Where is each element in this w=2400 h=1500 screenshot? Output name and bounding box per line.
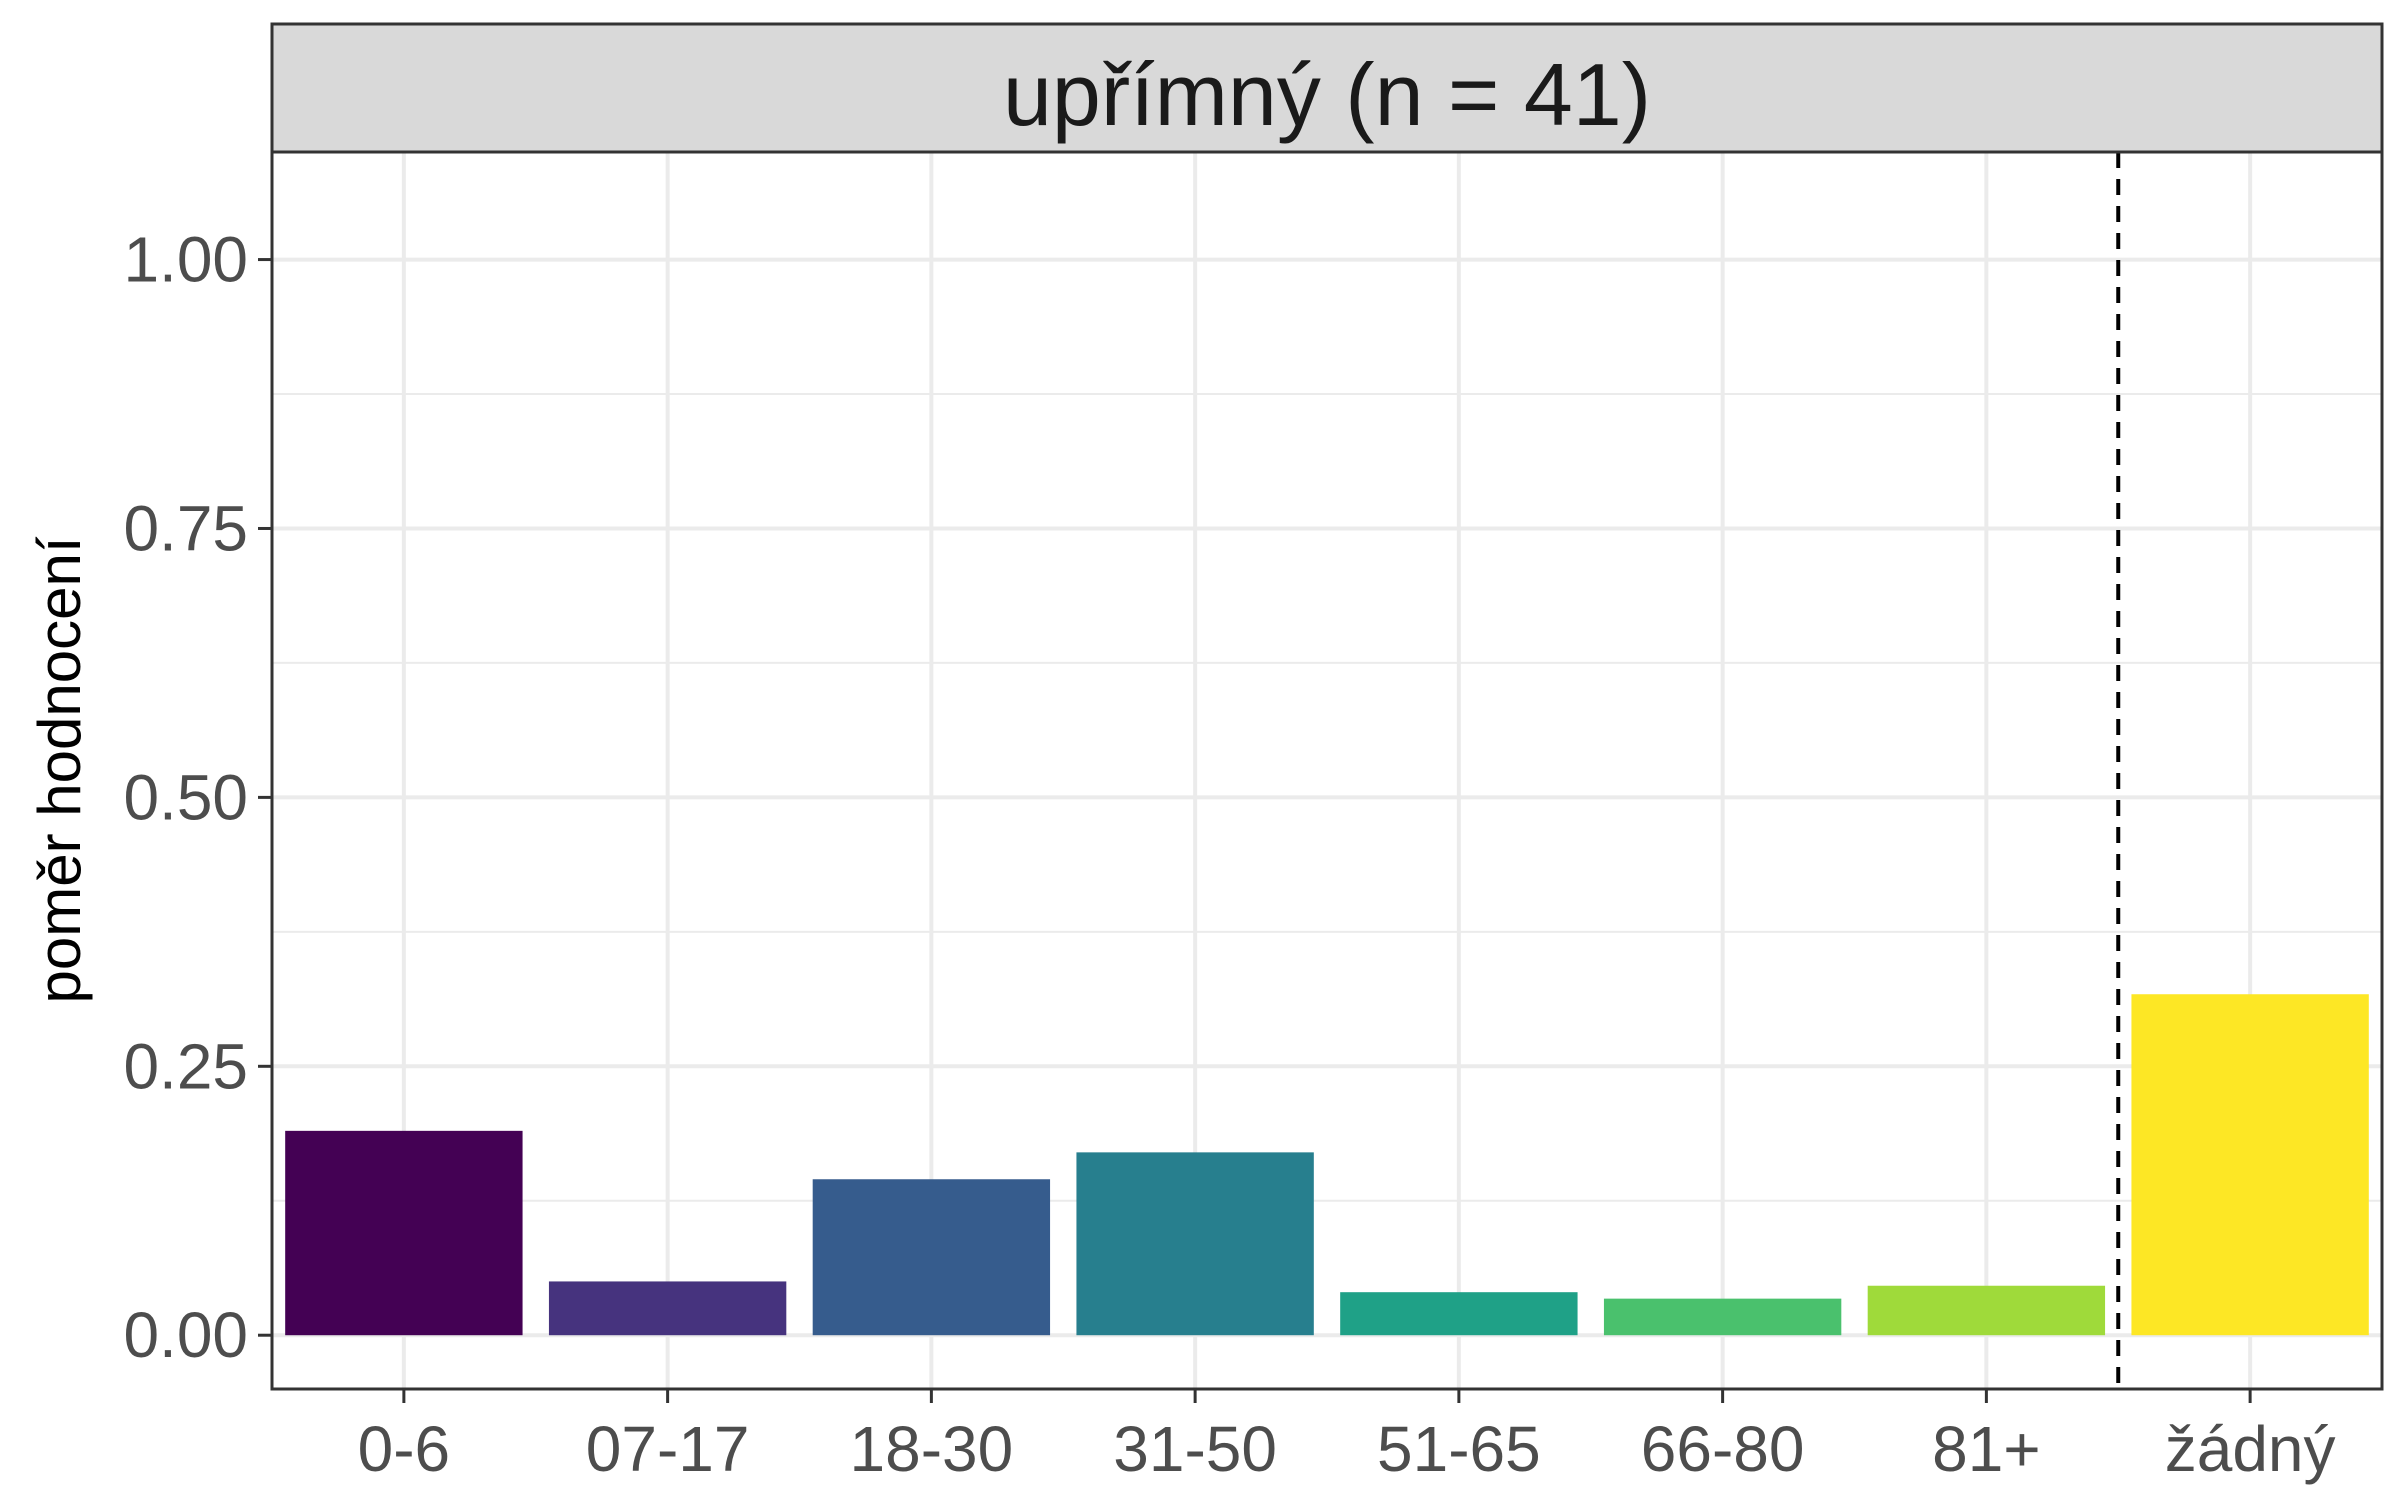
bar-51-65 xyxy=(1340,1292,1578,1336)
y-tick-label: 1.00 xyxy=(123,224,248,296)
bar-18-30 xyxy=(812,1179,1051,1336)
grid-layer xyxy=(272,152,2382,1389)
x-tick-label: 66-80 xyxy=(1641,1413,1805,1485)
bar-žádný xyxy=(2131,994,2369,1336)
bar-31-50 xyxy=(1076,1152,1314,1336)
y-axis-title: poměr hodnocení xyxy=(26,536,93,1003)
x-tick-label: 18-30 xyxy=(850,1413,1014,1485)
bar-layer xyxy=(285,994,2369,1336)
x-tick-label: 51-65 xyxy=(1377,1413,1541,1485)
bar-81+ xyxy=(1867,1285,2106,1336)
strip-background xyxy=(270,22,2384,154)
bar-66-80 xyxy=(1603,1298,1842,1336)
y-tick-label: 0.00 xyxy=(123,1299,248,1371)
facet-title: upřímný (n = 41) xyxy=(1003,45,1651,144)
x-tick-label: 31-50 xyxy=(1113,1413,1277,1485)
y-tick-label: 0.50 xyxy=(123,761,248,833)
x-tick-label: 81+ xyxy=(1932,1413,2041,1485)
x-tick-label: 0-6 xyxy=(358,1413,451,1485)
x-tick-label: 07-17 xyxy=(586,1413,750,1485)
x-tick-label: žádný xyxy=(2165,1413,2336,1485)
y-tick-label: 0.75 xyxy=(123,492,248,564)
panel-border xyxy=(270,150,2384,1391)
bar-07-17 xyxy=(548,1281,787,1336)
axis-layer: 0.00 0.25 0.50 0.75 1.00 0-6 07-17 18-30 31-50 51… xyxy=(123,224,2335,1485)
bar-0-6 xyxy=(285,1130,523,1336)
y-tick-label: 0.25 xyxy=(123,1030,248,1102)
panel-background xyxy=(272,152,2382,1389)
